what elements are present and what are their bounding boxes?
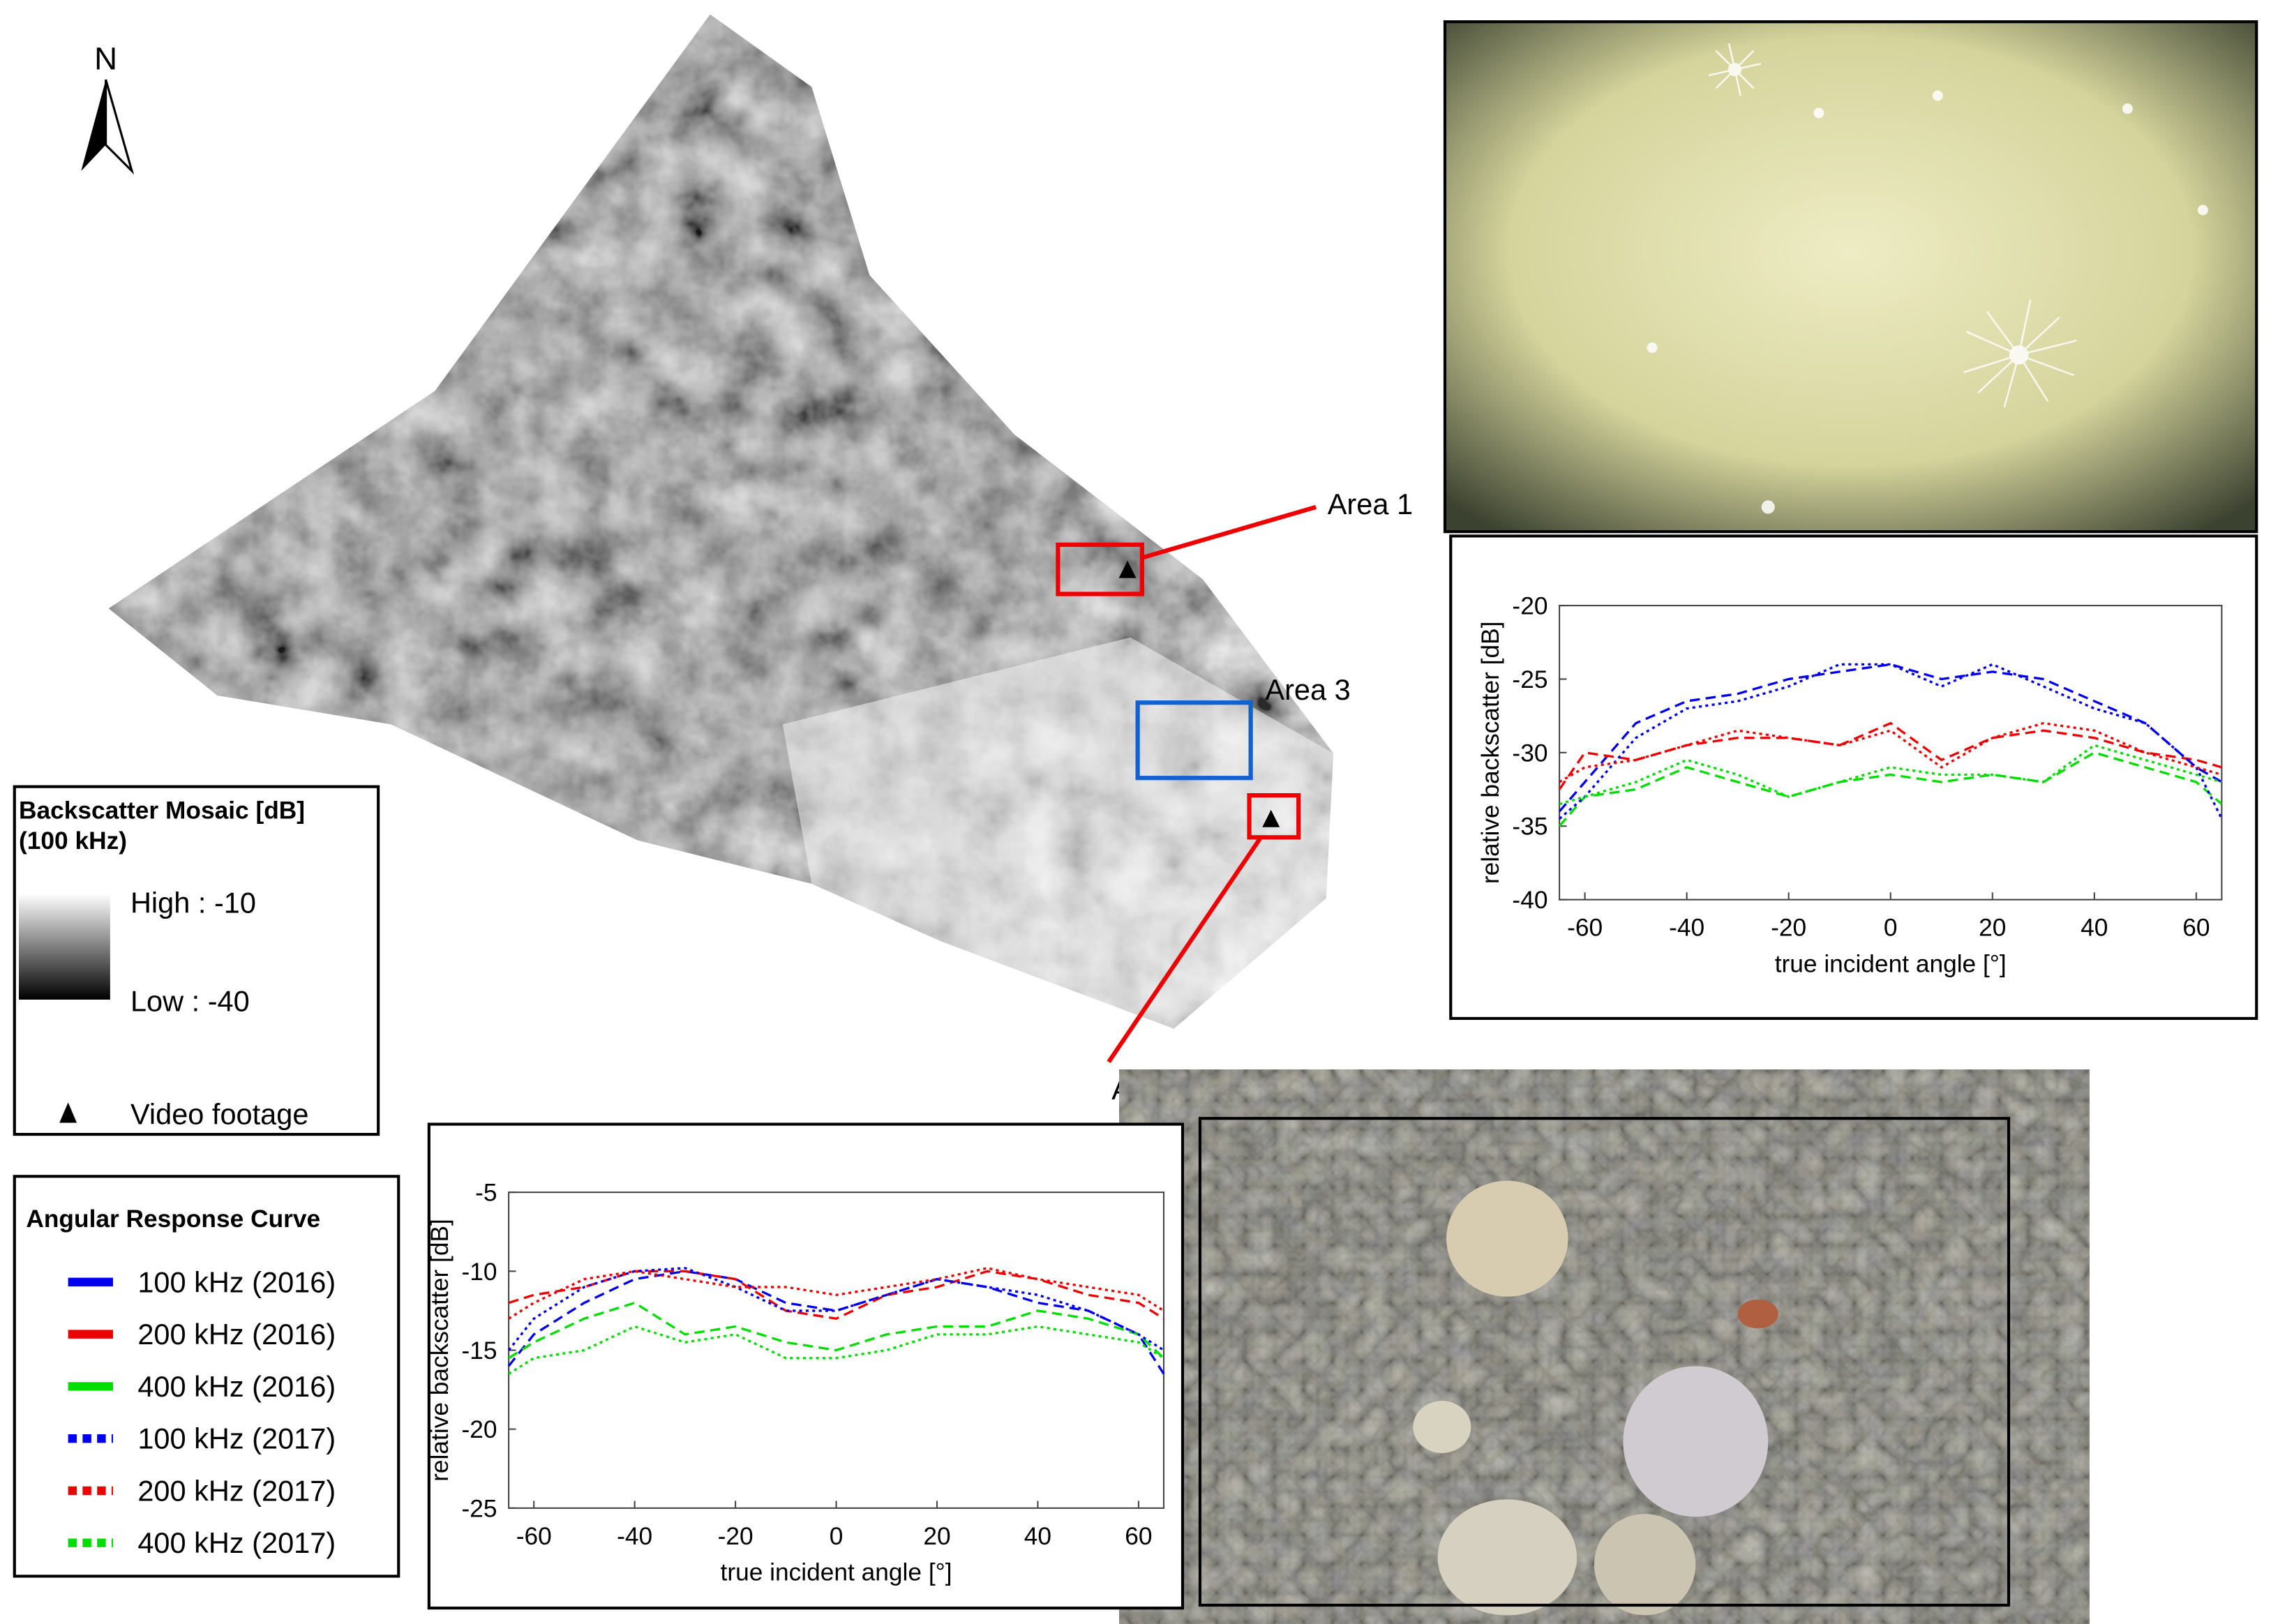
shells (1198, 1117, 2011, 1616)
x-tick-label: 20 (923, 1523, 950, 1550)
y-tick-label: -10 (461, 1258, 497, 1286)
north-label: N (94, 41, 117, 77)
series-line (508, 1325, 1164, 1375)
legend-label: 400 kHz (2017) (137, 1526, 336, 1559)
chart: -25 -20 -15 -10 -5 -60 -40 -20 0 20 40 60 true incid… (426, 1180, 1165, 1586)
legend-title: (100 kHz) (19, 827, 127, 855)
series-line (1559, 744, 2222, 806)
series-line (508, 1267, 1164, 1320)
series-line (508, 1270, 1164, 1320)
series-line (1558, 663, 2223, 813)
curve-legend: Angular Response Curve 100 kHz (2016) 200… (13, 1175, 400, 1578)
legend-video: Video footage (130, 1098, 309, 1131)
series-line (1559, 722, 2222, 783)
anemones (1647, 43, 2208, 514)
x-tick-label: -60 (1567, 915, 1603, 942)
series-line (508, 1301, 1165, 1360)
x-tick-label: 0 (1884, 915, 1898, 942)
legend-title: Angular Response Curve (26, 1205, 320, 1233)
area3-box (1135, 700, 1253, 781)
series-line (1558, 751, 2223, 827)
y-tick-label: -40 (1512, 887, 1547, 914)
mosaic-legend: Backscatter Mosaic [dB] (100 kHz) High :… (13, 785, 380, 1136)
area1-label: Area 1 (1328, 488, 1413, 520)
photo-area1 (1443, 20, 2258, 534)
legend-label: 200 kHz (2017) (137, 1474, 336, 1507)
y-tick-label: -25 (1512, 666, 1547, 693)
plot-area (1559, 605, 2223, 901)
photo (1443, 20, 2258, 534)
video-marker (1118, 560, 1137, 578)
x-tick-label: -20 (1771, 915, 1806, 942)
x-tick-label: 20 (1979, 915, 2006, 942)
legend-box (13, 1175, 400, 1578)
area2-label: Area 2 (1111, 1073, 1197, 1106)
x-tick-label: 0 (830, 1523, 844, 1550)
y-tick-label: -15 (461, 1337, 497, 1364)
x-tick-label: 60 (1125, 1523, 1152, 1550)
x-axis-label: true incident angle [°] (721, 1559, 952, 1586)
legend-label: 400 kHz (2016) (137, 1370, 336, 1403)
area1-leader (1141, 504, 1317, 560)
y-tick-label: -30 (1512, 739, 1547, 767)
y-axis-label: relative backscatter [dB] (1477, 622, 1504, 885)
y-tick-label: -20 (1512, 593, 1547, 620)
series-line (507, 1267, 1164, 1351)
area1-box (1056, 542, 1144, 596)
arrow-right (105, 79, 135, 175)
x-axis-label: true incident angle [°] (1775, 950, 2007, 977)
legend-label: 100 kHz (2017) (137, 1422, 336, 1455)
legend-low: Low : -40 (130, 985, 250, 1018)
video-symbol (59, 1102, 77, 1123)
x-tick-label: -40 (1669, 915, 1704, 942)
areas: Area 1 Area 3 Area 2 (1056, 488, 1413, 1106)
series-line (1558, 663, 2223, 820)
y-tick-label: -35 (1512, 813, 1547, 841)
photo-area2 (1198, 1117, 2011, 1616)
area2-leader (1107, 836, 1263, 1063)
area3-label: Area 3 (1265, 673, 1350, 706)
x-tick-label: 40 (1024, 1523, 1051, 1550)
legend-title: Backscatter Mosaic [dB] (19, 797, 305, 824)
x-tick-label: -40 (617, 1523, 652, 1550)
legend-high: High : -10 (130, 886, 256, 919)
video-marker (1262, 809, 1280, 827)
north-arrow: N (81, 41, 135, 175)
x-tick-label: 60 (2182, 915, 2210, 942)
series-line (507, 1270, 1165, 1375)
legend-label: 200 kHz (2016) (137, 1318, 336, 1351)
y-tick-label: -25 (461, 1495, 497, 1522)
legend-label: 100 kHz (2016) (137, 1265, 336, 1298)
x-tick-label: -60 (516, 1523, 552, 1550)
area2-box (1247, 793, 1301, 840)
y-tick-label: -5 (475, 1180, 497, 1207)
arrow-left (81, 80, 106, 172)
y-tick-label: -20 (461, 1416, 497, 1443)
y-axis-label: relative backscatter [dB] (426, 1219, 454, 1482)
color-ramp (19, 894, 110, 1000)
x-tick-label: 40 (2081, 915, 2108, 942)
x-tick-label: -20 (718, 1523, 754, 1550)
photo-texture (1199, 1118, 2009, 1606)
chart: -40 -35 -30 -25 -20 -60 -40 -20 0 20 40 60 true inci… (1477, 593, 2223, 977)
